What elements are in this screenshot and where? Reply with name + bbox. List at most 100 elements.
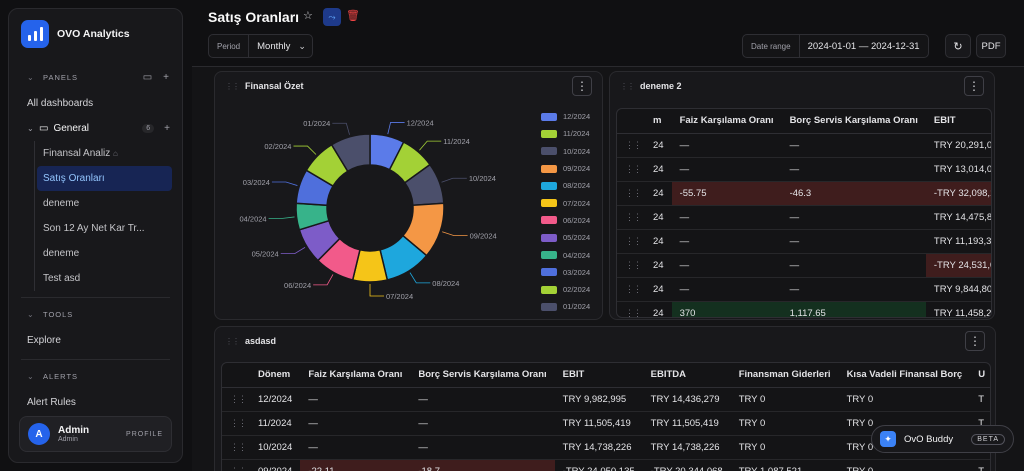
legend-label: 10/2024 [563,146,591,156]
table-cell: TRY 11,458,280 [925,301,991,317]
pdf-button[interactable]: PDF [976,34,1006,58]
more-options-icon[interactable]: ⋮ [965,331,985,351]
table-row[interactable]: ⋮⋮24——TRY 20,291,068 [617,133,991,158]
refresh-button[interactable]: ↻ [945,34,971,58]
row-drag-handle-icon[interactable]: ⋮⋮ [222,411,250,436]
table-row[interactable]: ⋮⋮24——TRY 14,475,899 [617,205,991,230]
explore-link[interactable]: Explore [27,335,61,346]
table-cell: TRY 13,014,096 [925,157,991,182]
legend-item[interactable]: 08/2024 [541,177,590,194]
column-header[interactable]: Faiz Karşılama Oranı [300,363,411,388]
brand[interactable]: OVO Analytics [9,9,182,59]
legend-item[interactable]: 10/2024 [541,143,590,160]
all-dashboards-link[interactable]: All dashboards [27,98,94,109]
trash-icon[interactable]: 🗑 [346,10,360,22]
row-drag-handle-icon[interactable]: ⋮⋮ [617,133,645,158]
row-drag-handle-icon[interactable]: ⋮⋮ [617,301,645,317]
deneme-2-panel: ⋮⋮ deneme 2 ⋮ m Faiz Karşılama Oranı Borç … [609,71,995,320]
column-header[interactable]: EBIT [554,363,643,388]
panels-section-header[interactable]: ⌄ PANELS ▭ + [9,67,182,87]
profile-button[interactable]: PROFILE [126,430,163,438]
table-cell: — [781,157,926,182]
column-header[interactable]: EBITDA [642,363,731,388]
donut-slice[interactable] [330,133,371,173]
table-row[interactable]: ⋮⋮ 09/2024 -22.11 -18.7 -TRY 24,050,135 -TRY … [222,459,990,471]
slice-label: 05/2024 [252,250,279,259]
row-drag-handle-icon[interactable]: ⋮⋮ [617,157,645,182]
row-drag-handle-icon[interactable]: ⋮⋮ [222,435,250,460]
star-icon[interactable]: ☆ [303,10,313,22]
sidebar-item-son-12-ay[interactable]: Son 12 Ay Net Kar Tr... [43,223,145,234]
asdasd-table: Dönem Faiz Karşılama Oranı Borç Servis Kar… [222,363,990,471]
table-row[interactable]: ⋮⋮ 12/2024— — TRY 9,982,995 TRY 14,436,279 TR… [222,387,990,412]
column-header[interactable]: Finansman Giderleri [730,363,839,388]
row-drag-handle-icon[interactable]: ⋮⋮ [617,229,645,254]
drag-handle-icon[interactable]: ⋮⋮ [225,81,240,91]
table-row[interactable]: ⋮⋮24——-TRY 24,531,00 [617,253,991,278]
table-cell: TRY 14,436,279 [642,387,731,412]
legend-item[interactable]: 05/2024 [541,229,590,246]
column-header[interactable]: Dönem [250,363,301,388]
tools-section-header[interactable]: ⌄ TOOLS [9,304,182,324]
row-drag-handle-icon[interactable]: ⋮⋮ [617,205,645,230]
sidebar-item-finansal-analiz[interactable]: Finansal Analiz ⌂ [35,141,172,166]
legend-item[interactable]: 12/2024 [541,108,590,125]
table-cell: TRY 0 [838,459,971,471]
more-options-icon[interactable]: ⋮ [572,76,592,96]
column-header[interactable]: Kısa Vadeli Finansal Borç [838,363,971,388]
alerts-section-header[interactable]: ⌄ ALERTS [9,366,182,386]
alert-rules-link[interactable]: Alert Rules [27,397,76,408]
table-cell: — [671,133,782,158]
table-cell: -22.11 [300,459,411,471]
add-dashboard-icon[interactable]: + [164,123,170,134]
share-icon[interactable]: ⤳ [323,8,341,26]
column-header[interactable]: m [645,109,672,134]
legend-item[interactable]: 11/2024 [541,125,590,142]
ovo-buddy-button[interactable]: ✦ OvO Buddy BETA [871,425,1014,453]
more-options-icon[interactable]: ⋮ [964,76,984,96]
table-row[interactable]: ⋮⋮ 24— — TRY 9,844,803 [617,277,991,302]
date-range-picker[interactable]: Date range 2024-01-01 — 2024-12-31 [742,34,929,58]
new-folder-icon[interactable]: ▭ [142,71,154,83]
general-folder[interactable]: ⌄ ▭ General 6 + [9,116,182,141]
sidebar-item-test-asd[interactable]: Test asd [43,273,81,284]
table-row[interactable]: ⋮⋮24——TRY 11,193,353 [617,229,991,254]
legend-item[interactable]: 01/2024 [541,298,590,315]
column-header[interactable]: U [970,363,990,388]
add-panel-icon[interactable]: + [163,71,170,83]
legend-item[interactable]: 06/2024 [541,212,590,229]
table-row[interactable]: ⋮⋮24——TRY 13,014,096 [617,157,991,182]
legend-item[interactable]: 03/2024 [541,264,590,281]
legend-item[interactable]: 04/2024 [541,246,590,263]
grip-column-header [222,363,250,388]
column-header[interactable]: Borç Servis Karşılama Oranı [781,109,926,134]
slice-label-leader [313,274,334,286]
table-cell: 11/2024 [250,411,301,436]
row-drag-handle-icon[interactable]: ⋮⋮ [617,277,645,302]
period-select[interactable]: Period Monthly ⌄ [208,34,313,58]
sidebar-item-deneme[interactable]: deneme [43,198,80,209]
sidebar-item-deneme-2[interactable]: deneme [43,248,80,259]
table-cell: 24 [645,181,672,206]
table-cell: T [970,459,990,471]
general-dashboard-list: Finansal Analiz ⌂ Satış Oranları deneme … [34,141,182,291]
column-header[interactable]: Faiz Karşılama Oranı [671,109,782,134]
legend-item[interactable]: 02/2024 [541,281,590,298]
drag-handle-icon[interactable]: ⋮⋮ [225,336,240,346]
row-drag-handle-icon[interactable]: ⋮⋮ [222,387,250,412]
legend-item[interactable]: 07/2024 [541,194,590,211]
table-row[interactable]: ⋮⋮24-55.75-46.3-TRY 32,098,14 [617,181,991,206]
legend-label: 03/2024 [563,267,591,277]
table-cell: 10/2024 [250,435,301,460]
row-drag-handle-icon[interactable]: ⋮⋮ [617,181,645,206]
drag-handle-icon[interactable]: ⋮⋮ [620,81,635,91]
panel-header: ⋮⋮ deneme 2 ⋮ [610,72,994,100]
profile-card[interactable]: A Admin Admin PROFILE [19,416,172,452]
column-header[interactable]: Borç Servis Karşılama Oranı [410,363,555,388]
legend-item[interactable]: 09/2024 [541,160,590,177]
sidebar-item-satis-oranlari[interactable]: Satış Oranları [37,166,172,191]
row-drag-handle-icon[interactable]: ⋮⋮ [617,253,645,278]
column-header[interactable]: EBIT [925,109,991,134]
row-drag-handle-icon[interactable]: ⋮⋮ [222,459,250,471]
